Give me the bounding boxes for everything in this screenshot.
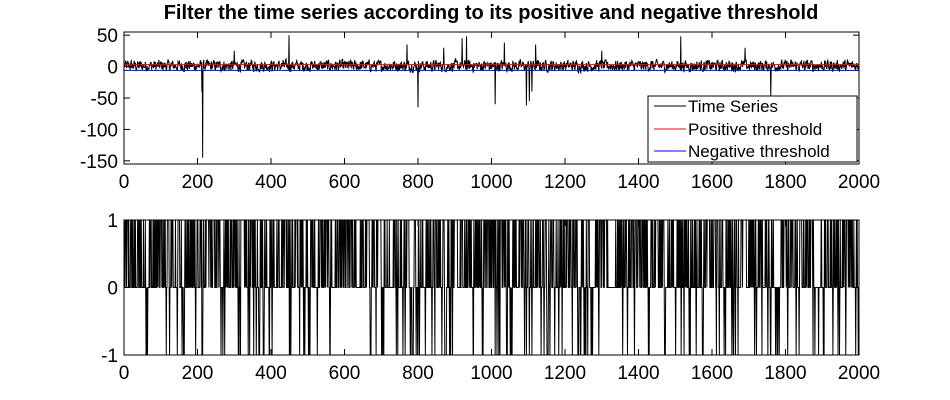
bottom-x-tick-label: 1200 — [544, 363, 586, 384]
bottom-y-tick-label: 0 — [107, 279, 118, 300]
top-y-tick-label: 0 — [107, 58, 118, 79]
top-x-tick-label: 600 — [329, 172, 361, 193]
top-x-tick-label: 800 — [402, 172, 434, 193]
bottom-x-tick-label: 0 — [119, 363, 130, 384]
top-x-tick-label: 1000 — [470, 172, 512, 193]
top-x-tick-label: 1400 — [617, 172, 659, 193]
bottom-x-tick-label: 1800 — [764, 363, 806, 384]
bottom-x-tick-label: 200 — [182, 363, 214, 384]
top-x-tick-label: 1600 — [691, 172, 733, 193]
bottom-x-tick-label: 1000 — [470, 363, 512, 384]
top-y-tick-label: -150 — [80, 152, 118, 173]
top-x-tick-label: 200 — [182, 172, 214, 193]
chart-title: Filter the time series according to its … — [164, 2, 819, 24]
bottom-x-tick-label: 400 — [255, 363, 287, 384]
top-x-tick-label: 0 — [119, 172, 130, 193]
bottom-y-tick-label: -1 — [101, 346, 118, 367]
top-y-tick-label: -50 — [91, 89, 118, 110]
bottom-x-tick-label: 600 — [329, 363, 361, 384]
bottom-x-tick-label: 800 — [402, 363, 434, 384]
legend-label-positive-threshold: Positive threshold — [688, 120, 822, 139]
bottom-x-tick-label: 1400 — [617, 363, 659, 384]
legend-label-time-series: Time Series — [688, 97, 778, 116]
top-y-tick-label: 50 — [97, 26, 118, 47]
top-x-tick-label: 1800 — [764, 172, 806, 193]
time-series-line — [123, 35, 860, 158]
legend-label-negative-threshold: Negative threshold — [688, 142, 830, 161]
top-x-tick-label: 1200 — [544, 172, 586, 193]
bottom-x-tick-label: 1600 — [691, 363, 733, 384]
top-x-tick-label: 400 — [255, 172, 287, 193]
legend: Time Series Positive threshold Negative … — [647, 95, 858, 163]
bottom-y-tick-label: 1 — [107, 211, 118, 232]
bottom-plot: 0 200 400 600 800 1000 1200 1400 1600 1800 200010-… — [101, 211, 880, 384]
bottom-x-tick-label: 2000 — [838, 363, 880, 384]
top-y-tick-label: -100 — [80, 120, 118, 141]
top-plot: 0 200 400 600 800 1000 1200 1400 1600 1800 2000 50 0… — [80, 26, 880, 193]
top-x-tick-label: 2000 — [838, 172, 880, 193]
